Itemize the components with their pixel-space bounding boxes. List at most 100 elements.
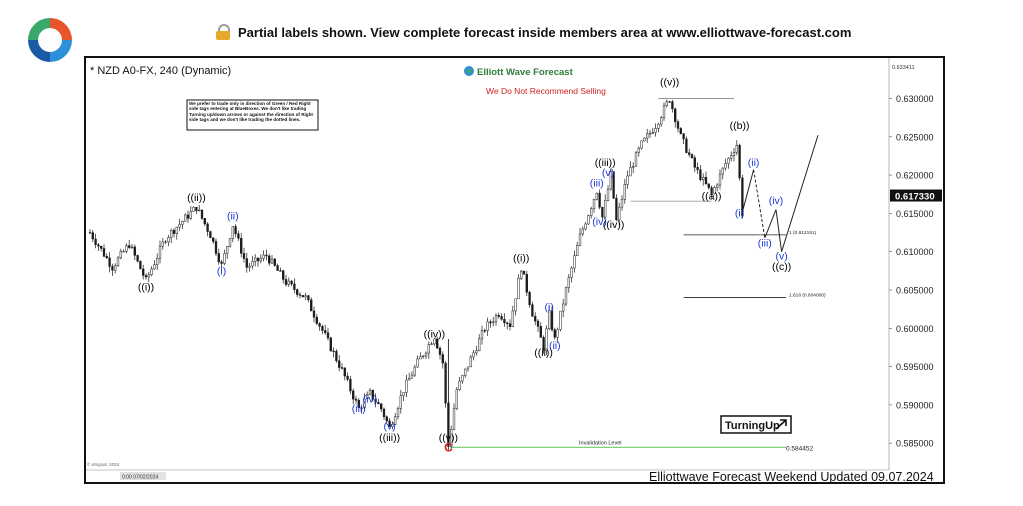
candle	[654, 123, 657, 137]
candle	[478, 334, 481, 352]
candle	[573, 250, 576, 273]
candle	[542, 335, 545, 354]
wave-label: (v)	[383, 420, 395, 432]
wave-label: (iii)	[758, 237, 772, 249]
candle	[592, 198, 596, 213]
candle	[122, 249, 125, 253]
candle	[186, 210, 190, 223]
fib-level-label: 1.618 (0.604008)	[789, 293, 826, 299]
candle	[671, 99, 674, 113]
candle	[690, 153, 694, 159]
candle	[153, 260, 156, 270]
candle	[534, 312, 537, 326]
candle	[394, 412, 397, 426]
candle	[226, 245, 229, 259]
wave-label: C	[444, 441, 453, 455]
candle	[550, 306, 554, 332]
candle	[382, 407, 386, 420]
current-price-marker	[890, 189, 942, 202]
candle	[352, 388, 355, 405]
candle	[466, 366, 470, 372]
candle	[206, 222, 209, 237]
wave-label: ((b))	[730, 120, 750, 132]
candle	[237, 230, 240, 241]
chart-title: * NZD A0-FX, 240 (Dynamic)	[90, 65, 231, 77]
wave-label: (ii)	[549, 340, 561, 352]
candle	[111, 263, 114, 277]
candle	[598, 189, 601, 210]
candle	[259, 254, 262, 264]
candle	[402, 392, 405, 401]
candle	[508, 319, 512, 331]
candle	[475, 345, 478, 356]
candle	[657, 122, 660, 133]
candle	[287, 277, 290, 287]
wave-label: (ii)	[748, 157, 760, 169]
candle	[324, 324, 327, 336]
candle	[167, 235, 170, 247]
candle	[268, 253, 271, 266]
banner-text: Partial labels shown. View complete fore…	[238, 24, 852, 40]
candle	[452, 403, 456, 431]
candle	[634, 150, 638, 167]
candle	[220, 259, 223, 270]
candle	[413, 364, 416, 377]
candle	[298, 292, 302, 299]
candle	[304, 292, 307, 301]
candle	[679, 127, 682, 135]
y-tick-label: 0.605000	[896, 285, 934, 295]
candle	[704, 171, 708, 185]
wave-label: ((ii))	[187, 192, 206, 204]
candle	[514, 298, 517, 316]
candle	[520, 269, 523, 281]
candle	[492, 316, 495, 327]
trading-note-text: We prefer to trade only in direction of …	[189, 101, 313, 123]
candle	[562, 298, 565, 318]
candle	[346, 372, 349, 382]
candle	[256, 257, 260, 267]
wave-label: (iii)	[352, 403, 366, 415]
candle	[282, 269, 285, 284]
candle	[144, 273, 148, 280]
candle	[581, 226, 584, 237]
candle	[338, 355, 341, 372]
candle	[609, 168, 612, 191]
candle	[531, 301, 534, 317]
candle	[354, 395, 358, 404]
candle	[595, 192, 598, 201]
projection-segment	[753, 169, 766, 238]
candle	[623, 178, 626, 204]
candle	[105, 253, 108, 259]
candle	[430, 341, 433, 346]
candle	[724, 158, 727, 171]
candle	[94, 233, 97, 249]
candle	[332, 347, 335, 358]
candle	[503, 313, 506, 327]
candle	[528, 290, 531, 308]
wave-label: (v)	[602, 167, 614, 179]
candle	[606, 185, 610, 202]
candle	[713, 185, 716, 195]
candle	[396, 406, 400, 420]
y-tick-label: 0.585000	[896, 439, 934, 449]
candle	[91, 229, 94, 243]
wave-label: (ii)	[227, 211, 239, 223]
candle	[125, 243, 128, 254]
projection-segment	[775, 209, 783, 252]
candle	[223, 249, 226, 266]
candle	[114, 263, 117, 274]
candle	[363, 393, 366, 411]
wave-label: (i)	[735, 207, 744, 219]
candle	[189, 206, 192, 220]
y-tick-label: 0.600000	[896, 324, 934, 334]
candle	[618, 202, 621, 226]
candle	[276, 263, 279, 271]
candle	[296, 288, 299, 298]
candle	[234, 224, 237, 238]
candle	[696, 162, 699, 174]
candle	[735, 140, 738, 156]
candle	[293, 278, 296, 294]
y-tick-label: 0.620000	[896, 171, 934, 181]
candle	[195, 206, 198, 215]
candle	[587, 214, 590, 225]
